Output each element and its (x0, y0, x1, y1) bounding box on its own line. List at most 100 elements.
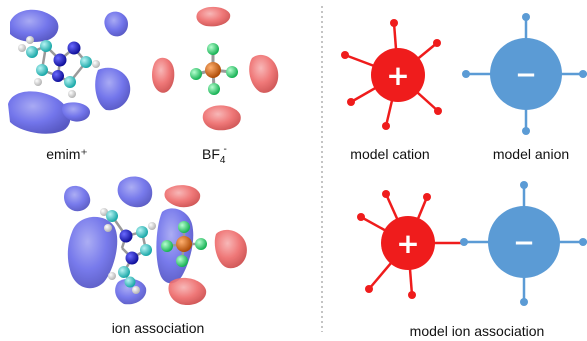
hydrogen-atom (34, 78, 42, 86)
anion-core (490, 38, 562, 110)
anion-site (520, 298, 528, 306)
bf4-caption: BF4- (202, 144, 227, 166)
hydrogen-atom (18, 44, 26, 52)
red-lobe (152, 57, 175, 93)
anion-site (579, 238, 587, 246)
emim-molecule (18, 36, 100, 98)
model-cation: + model cation (341, 19, 442, 162)
ion-association-panel: ion association (64, 176, 247, 336)
model-ion-association-caption: model ion association (410, 323, 545, 339)
nitrogen-atom (119, 229, 133, 243)
blue-lobe (67, 216, 118, 289)
boron-atom (205, 62, 221, 78)
bf4-caption-sub: 4 (220, 155, 226, 166)
blue-lobe (64, 185, 91, 212)
hydrogen-atom (108, 272, 116, 280)
fluorine-atom (178, 221, 190, 233)
bf4-caption-sup: - (223, 144, 226, 155)
red-lobe (202, 105, 241, 131)
plus-sign: + (386, 59, 409, 92)
bf4-molecule (190, 43, 238, 95)
carbon-atom (106, 210, 118, 222)
hydrogen-atom (68, 90, 76, 98)
nitrogen-atom (67, 41, 81, 55)
cation-site (382, 190, 390, 198)
bf4-caption-base: BF (202, 146, 220, 162)
model-anion-caption: model anion (493, 146, 569, 162)
anion-site (520, 181, 528, 189)
anion-site (522, 13, 530, 21)
ion-association-caption: ion association (112, 320, 205, 336)
fluorine-atom (195, 238, 207, 250)
red-lobe (164, 185, 201, 208)
carbon-atom (26, 46, 38, 58)
cation-site (390, 19, 398, 27)
associated-anion: − (460, 181, 587, 306)
carbon-atom (136, 226, 148, 238)
model-anion: − model anion (462, 13, 587, 162)
boron-atom (176, 236, 192, 252)
hydrogen-atom (26, 36, 34, 44)
carbon-atom (80, 56, 92, 68)
emim-caption: emim⁺ (46, 146, 88, 162)
cation-site (357, 213, 365, 221)
cation-site (347, 98, 355, 106)
carbon-atom (40, 40, 52, 52)
cation-core (381, 216, 435, 270)
hydrogen-atom (100, 208, 108, 216)
red-lobe (249, 54, 279, 93)
nitrogen-atom (53, 53, 67, 67)
carbon-atom (36, 64, 48, 76)
cation-site (433, 39, 441, 47)
plus-sign: + (396, 227, 419, 260)
cation-site (434, 107, 442, 115)
cation-site (408, 291, 416, 299)
red-lobe (196, 6, 231, 27)
hydrogen-atom (132, 286, 140, 294)
hydrogen-atom (148, 222, 156, 230)
anion-site (462, 70, 470, 78)
cation-core (371, 48, 425, 102)
cation-site (423, 193, 431, 201)
cation-site (341, 51, 349, 59)
cation-site (365, 285, 373, 293)
emim-density-lobes (8, 9, 131, 134)
association-red-lobes (164, 185, 247, 306)
fluorine-atom (190, 68, 202, 80)
blue-lobe (62, 102, 90, 122)
anion-core (488, 206, 560, 278)
blue-lobe (95, 67, 131, 111)
nitrogen-atom (125, 251, 139, 265)
blue-lobe (115, 278, 147, 305)
red-lobe (168, 277, 207, 306)
emim-cation-panel: emim⁺ (8, 9, 131, 162)
model-cation-caption: model cation (350, 146, 429, 162)
blue-lobe (8, 91, 71, 134)
minus-sign: − (515, 60, 537, 90)
anion-site (460, 238, 468, 246)
blue-lobe (10, 9, 59, 42)
carbon-atom (140, 244, 152, 256)
bf4-density-lobes (152, 6, 279, 131)
blue-lobe (104, 11, 128, 37)
model-ion-association: + − model ion association (357, 181, 587, 339)
hydrogen-atom (104, 224, 112, 232)
hydrogen-atom (92, 60, 100, 68)
fluorine-atom (161, 240, 173, 252)
fluorine-atom (207, 43, 219, 55)
anion-site (579, 70, 587, 78)
blue-lobe (117, 176, 153, 208)
nitrogen-atom (52, 70, 64, 82)
minus-sign: − (513, 228, 535, 258)
bf4-anion-panel: BF4- (152, 6, 279, 166)
fluorine-atom (226, 66, 238, 78)
fluorine-atom (176, 255, 188, 267)
associated-cation: + (357, 190, 462, 299)
carbon-atom (64, 76, 76, 88)
red-lobe (214, 229, 247, 269)
cation-site (382, 122, 390, 130)
fluorine-atom (208, 83, 220, 95)
carbon-atom (124, 276, 136, 288)
carbon-atom (118, 266, 130, 278)
